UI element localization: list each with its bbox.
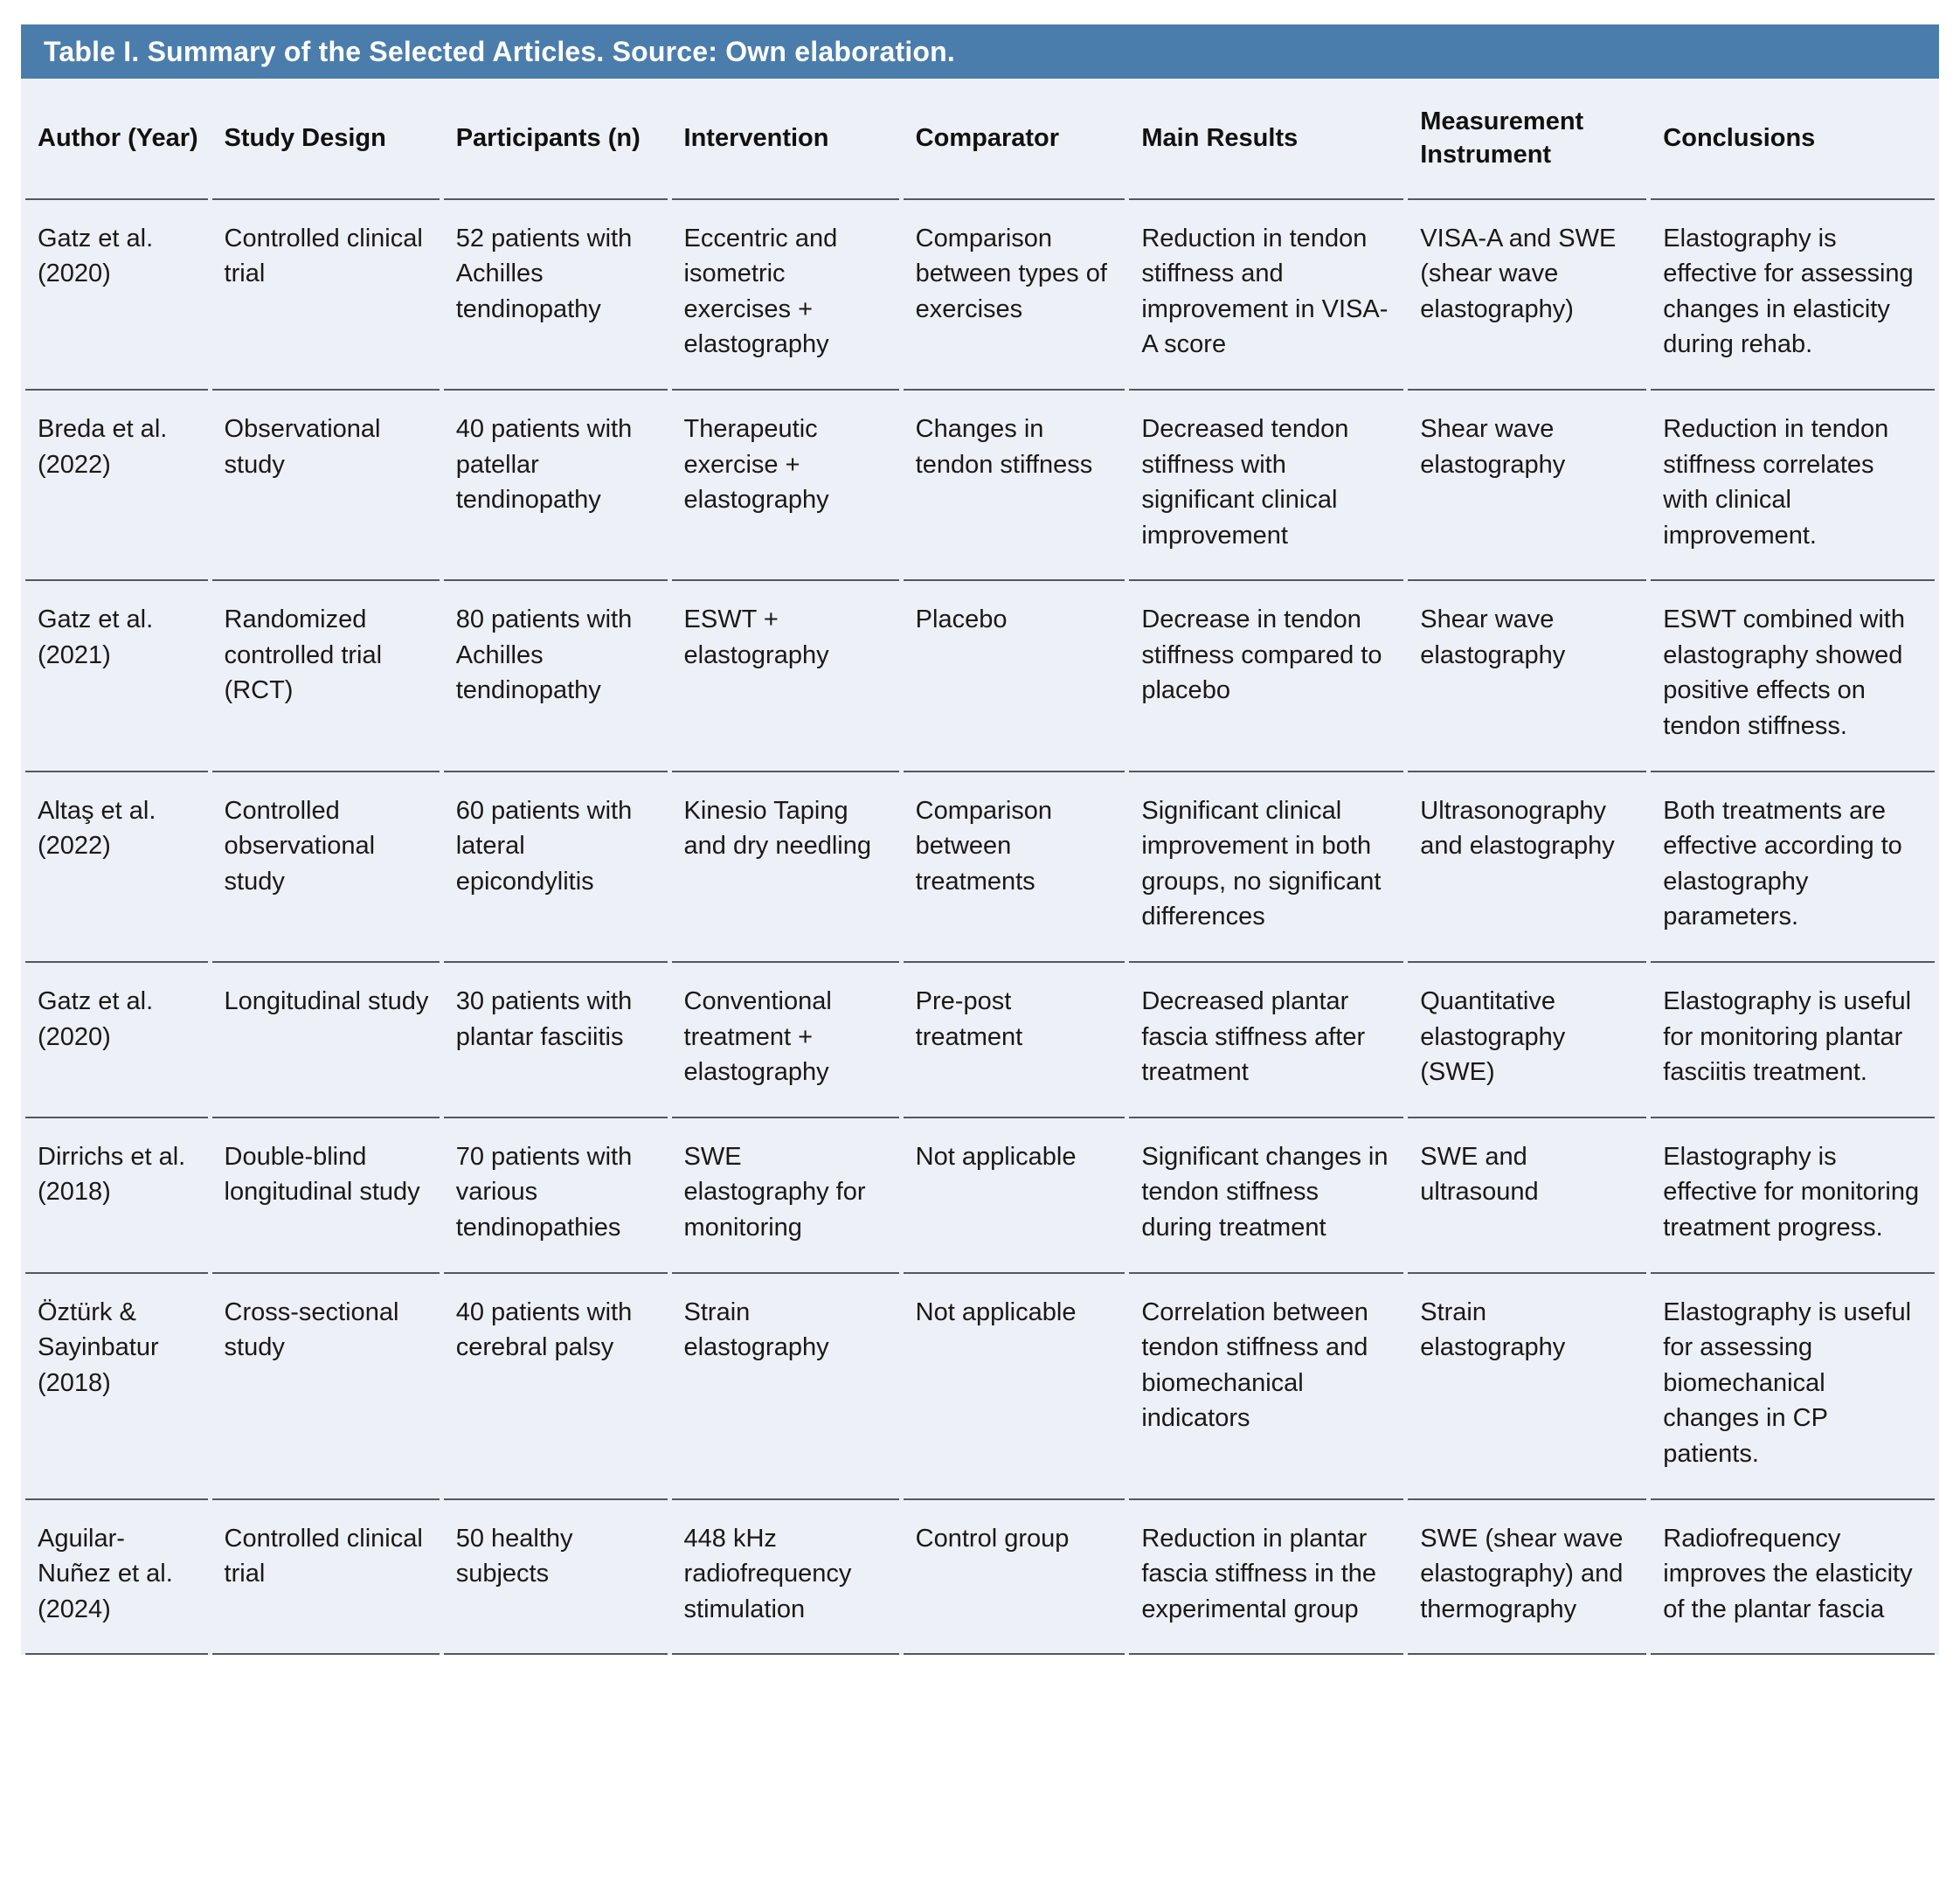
column-header-participants: Participants (n) — [443, 79, 668, 200]
table-title-bar: Table I. Summary of the Selected Article… — [21, 24, 1939, 79]
cell-conclusions: Both treatments are effective according … — [1651, 772, 1935, 964]
cell-main-results: Decrease in tendon stiffness compared to… — [1129, 581, 1404, 772]
summary-table: Author (Year) Study Design Participants … — [21, 79, 1939, 1656]
cell-participants: 40 patients with patellar tendinopathy — [443, 391, 668, 582]
cell-study-design: Observational study — [211, 391, 440, 582]
cell-measurement-instrument: Ultrasonography and elastography — [1408, 772, 1647, 964]
cell-main-results: Correlation between tendon stiffness and… — [1129, 1274, 1404, 1500]
cell-comparator: Not applicable — [903, 1274, 1125, 1500]
cell-measurement-instrument: VISA-A and SWE (shear wave elastography) — [1408, 200, 1647, 391]
cell-conclusions: Elastography is useful for monitoring pl… — [1651, 963, 1935, 1118]
column-header-comparator: Comparator — [903, 79, 1125, 200]
cell-measurement-instrument: SWE (shear wave elastography) and thermo… — [1408, 1500, 1647, 1656]
cell-study-design: Controlled observational study — [211, 772, 440, 964]
cell-main-results: Significant clinical improvement in both… — [1129, 772, 1404, 964]
cell-measurement-instrument: Quantitative elastography (SWE) — [1408, 963, 1647, 1118]
cell-intervention: Eccentric and isometric exercises + elas… — [671, 200, 899, 391]
table-row: Öztürk & Sayinbatur (2018) Cross-section… — [25, 1274, 1935, 1500]
table-row: Dirrichs et al. (2018) Double-blind long… — [25, 1118, 1935, 1274]
column-header-measurement-instrument: Measurement Instrument — [1408, 79, 1647, 200]
cell-intervention: Therapeutic exercise + elastography — [671, 391, 899, 582]
cell-participants: 50 healthy subjects — [443, 1500, 668, 1656]
cell-intervention: Kinesio Taping and dry needling — [671, 772, 899, 964]
cell-intervention: SWE elastography for monitoring — [671, 1118, 899, 1274]
cell-measurement-instrument: Shear wave elastography — [1408, 581, 1647, 772]
cell-conclusions: Elastography is useful for assessing bio… — [1651, 1274, 1935, 1500]
table-row: Breda et al. (2022) Observational study … — [25, 391, 1935, 582]
cell-main-results: Decreased tendon stiffness with signific… — [1129, 391, 1404, 582]
cell-participants: 30 patients with plantar fasciitis — [443, 963, 668, 1118]
cell-comparator: Comparison between treatments — [903, 772, 1125, 964]
table-row: Gatz et al. (2020) Longitudinal study 30… — [25, 963, 1935, 1118]
cell-intervention: Conventional treatment + elastography — [671, 963, 899, 1118]
cell-main-results: Significant changes in tendon stiffness … — [1129, 1118, 1404, 1274]
cell-author: Gatz et al. (2020) — [25, 963, 208, 1118]
cell-measurement-instrument: SWE and ultrasound — [1408, 1118, 1647, 1274]
column-header-author: Author (Year) — [25, 79, 208, 200]
cell-comparator: Placebo — [903, 581, 1125, 772]
column-header-main-results: Main Results — [1129, 79, 1404, 200]
cell-measurement-instrument: Shear wave elastography — [1408, 391, 1647, 582]
cell-comparator: Not applicable — [903, 1118, 1125, 1274]
table-row: Aguilar-Nuñez et al. (2024) Controlled c… — [25, 1500, 1935, 1656]
cell-study-design: Double-blind longitudinal study — [211, 1118, 440, 1274]
cell-study-design: Randomized controlled trial (RCT) — [211, 581, 440, 772]
cell-intervention: 448 kHz radiofrequency stimulation — [671, 1500, 899, 1656]
column-header-intervention: Intervention — [671, 79, 899, 200]
cell-comparator: Comparison between types of exercises — [903, 200, 1125, 391]
column-header-study-design: Study Design — [211, 79, 440, 200]
table-row: Gatz et al. (2020) Controlled clinical t… — [25, 200, 1935, 391]
cell-conclusions: Elastography is effective for assessing … — [1651, 200, 1935, 391]
cell-conclusions: Radiofrequency improves the elasticity o… — [1651, 1500, 1935, 1656]
cell-participants: 40 patients with cerebral palsy — [443, 1274, 668, 1500]
cell-intervention: Strain elastography — [671, 1274, 899, 1500]
cell-author: Aguilar-Nuñez et al. (2024) — [25, 1500, 208, 1656]
cell-conclusions: Elastography is effective for monitoring… — [1651, 1118, 1935, 1274]
cell-author: Gatz et al. (2021) — [25, 581, 208, 772]
header-row: Author (Year) Study Design Participants … — [25, 79, 1935, 200]
cell-author: Öztürk & Sayinbatur (2018) — [25, 1274, 208, 1500]
column-header-conclusions: Conclusions — [1651, 79, 1935, 200]
cell-study-design: Longitudinal study — [211, 963, 440, 1118]
table-title: Table I. Summary of the Selected Article… — [44, 35, 955, 67]
cell-comparator: Pre-post treatment — [903, 963, 1125, 1118]
cell-participants: 52 patients with Achilles tendinopathy — [443, 200, 668, 391]
cell-comparator: Control group — [903, 1500, 1125, 1656]
cell-participants: 80 patients with Achilles tendinopathy — [443, 581, 668, 772]
cell-author: Altaş et al. (2022) — [25, 772, 208, 964]
cell-study-design: Controlled clinical trial — [211, 1500, 440, 1656]
table-row: Altaş et al. (2022) Controlled observati… — [25, 772, 1935, 964]
cell-author: Gatz et al. (2020) — [25, 200, 208, 391]
cell-study-design: Controlled clinical trial — [211, 200, 440, 391]
cell-intervention: ESWT + elastography — [671, 581, 899, 772]
cell-main-results: Reduction in plantar fascia stiffness in… — [1129, 1500, 1404, 1656]
table-row: Gatz et al. (2021) Randomized controlled… — [25, 581, 1935, 772]
cell-participants: 60 patients with lateral epicondylitis — [443, 772, 668, 964]
cell-main-results: Reduction in tendon stiffness and improv… — [1129, 200, 1404, 391]
cell-measurement-instrument: Strain elastography — [1408, 1274, 1647, 1500]
cell-author: Breda et al. (2022) — [25, 391, 208, 582]
cell-study-design: Cross-sectional study — [211, 1274, 440, 1500]
cell-main-results: Decreased plantar fascia stiffness after… — [1129, 963, 1404, 1118]
cell-comparator: Changes in tendon stiffness — [903, 391, 1125, 582]
cell-author: Dirrichs et al. (2018) — [25, 1118, 208, 1274]
cell-participants: 70 patients with various tendinopathies — [443, 1118, 668, 1274]
cell-conclusions: ESWT combined with elastography showed p… — [1651, 581, 1935, 772]
cell-conclusions: Reduction in tendon stiffness correlates… — [1651, 391, 1935, 582]
